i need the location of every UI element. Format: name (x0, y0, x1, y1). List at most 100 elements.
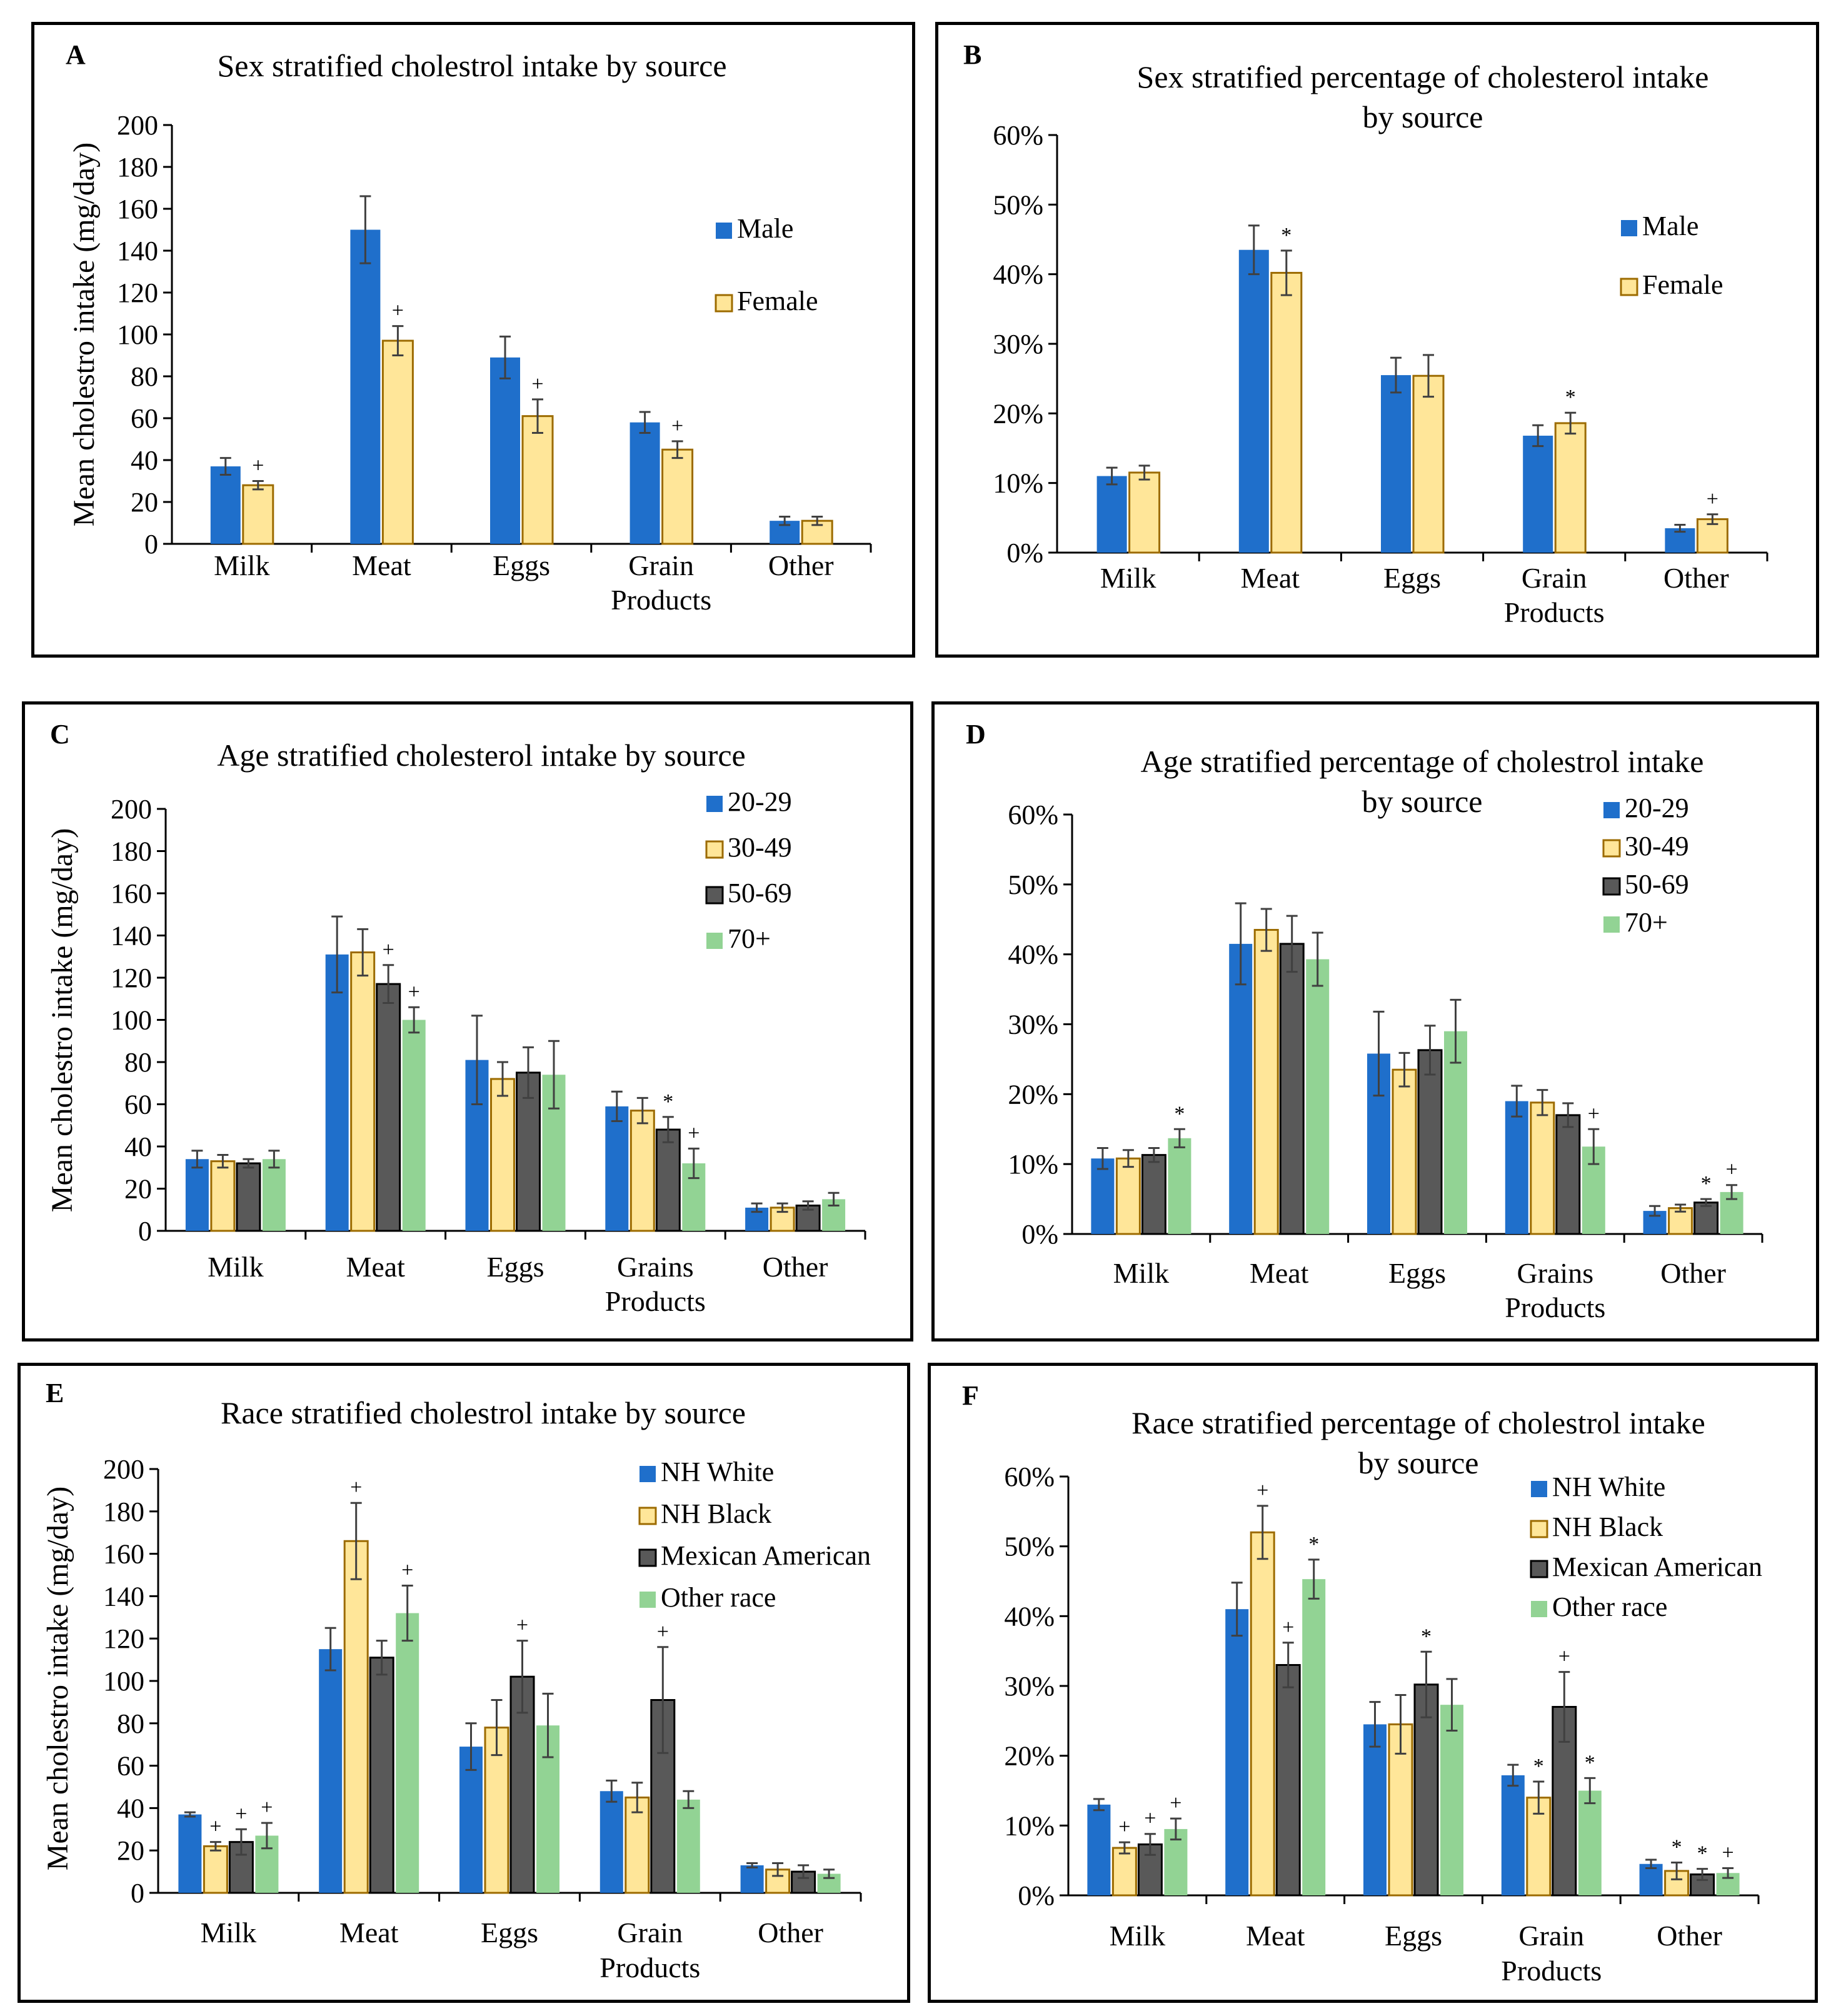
y-tick-label-c: 0 (138, 1216, 152, 1246)
significance-mark-a-female-grain-products: + (671, 414, 683, 438)
bar-c-70-milk (262, 1159, 286, 1231)
y-tick-label-e: 0 (131, 1878, 144, 1908)
bar-c-50-69-grains-products (655, 1128, 681, 1232)
legend-label-e-nh-white: NH White (661, 1457, 774, 1487)
significance-mark-d-70-other: + (1726, 1158, 1738, 1181)
bar-d-70-milk (1168, 1138, 1191, 1234)
y-tick-label-e: 100 (103, 1666, 144, 1697)
panel-label-b: B (963, 39, 981, 70)
y-tick-label-e: 20 (117, 1835, 144, 1866)
bar-d-30-49-other (1668, 1207, 1693, 1235)
significance-mark-e-other-race-meat: + (401, 1558, 413, 1582)
bar-d-30-49-milk (1115, 1157, 1141, 1235)
significance-mark-b-female-grain-products: * (1565, 386, 1576, 409)
significance-mark-f-nh-black-meat: + (1257, 1479, 1268, 1502)
y-tick-label-a: 60 (131, 403, 158, 434)
bar-e-nh-white-other (740, 1865, 764, 1893)
bar-d-70-meat (1306, 959, 1330, 1234)
y-tick-label-c: 20 (124, 1174, 152, 1205)
category-label-f-eggs: Eggs (1385, 1920, 1442, 1952)
significance-mark-f-other-race-milk: + (1170, 1792, 1181, 1815)
category-label-e-other: Other (758, 1917, 823, 1948)
y-axis-label-c: Mean cholestro intake (mg/day) (46, 828, 79, 1212)
bar-d-30-49-grains-products (1530, 1101, 1555, 1235)
legend-swatch-b-male (1621, 220, 1637, 236)
category-label-e-grain-products: Grain (617, 1917, 683, 1948)
bar-b-female-grain-products (1554, 422, 1587, 554)
bar-f-nh-white-other (1639, 1863, 1663, 1895)
significance-mark-f-mexican-american-milk: + (1144, 1807, 1156, 1830)
bar-e-other-race-grain-products (676, 1799, 700, 1893)
bar-f-nh-white-grain-products (1501, 1775, 1525, 1895)
legend-label-c-50-69: 50-69 (728, 878, 792, 908)
panel-c: C Age stratified cholesterol intake by so… (22, 701, 913, 1341)
category-label-b-grain-products: Grain (1522, 562, 1587, 594)
y-tick-label-e: 180 (103, 1497, 144, 1527)
legend-label-c-20-29: 20-29 (728, 786, 792, 817)
bar-c-30-49-grains-products (630, 1110, 655, 1232)
significance-mark-f-other-race-other: + (1722, 1841, 1734, 1864)
bar-c-20-29-milk (185, 1159, 209, 1231)
legend-label-c-30-49: 30-49 (728, 832, 792, 863)
panel-a: A Sex stratified cholestrol intake by sou… (31, 22, 915, 658)
category-label-b-meat: Meat (1241, 562, 1300, 594)
panel-label-a: A (66, 39, 86, 70)
significance-mark-e-other-race-milk: + (261, 1796, 273, 1819)
y-tick-label-e: 80 (117, 1708, 144, 1739)
category-label-e-meat: Meat (339, 1917, 399, 1948)
bar-d-30-49-meat (1253, 929, 1279, 1235)
y-tick-label-d: 60% (1008, 800, 1058, 830)
legend-label-a-male: Male (737, 213, 793, 244)
y-tick-label-f: 0% (1018, 1880, 1055, 1911)
y-tick-label-e: 60 (117, 1751, 144, 1782)
bar-a-female-eggs (521, 415, 554, 545)
y-tick-label-e: 120 (103, 1623, 144, 1654)
bar-b-female-milk (1128, 471, 1161, 554)
significance-mark-f-mexican-american-other: * (1697, 1842, 1708, 1865)
bar-c-50-69-eggs (516, 1071, 541, 1232)
panel-e: E Race stratified cholestrol intake by so… (18, 1363, 910, 2003)
bar-b-male-meat (1238, 249, 1269, 553)
legend-label-d-50-69: 50-69 (1625, 869, 1689, 900)
y-tick-label-b: 10% (993, 468, 1043, 499)
category-label-a-other: Other (768, 549, 834, 581)
bar-f-mexican-american-meat (1275, 1664, 1301, 1897)
panel-label-c: C (50, 719, 70, 750)
bar-a-male-milk (210, 466, 241, 544)
chart-title-c: Age stratified cholesterol intake by sou… (217, 738, 746, 773)
bar-c-20-29-grains-products (605, 1106, 629, 1231)
y-axis-label-a: Mean cholestro intake (mg/day) (68, 143, 101, 526)
y-tick-label-c: 180 (111, 836, 152, 867)
significance-mark-d-70-milk: * (1174, 1102, 1185, 1125)
chart-a: A Sex stratified cholestrol intake by sou… (66, 39, 872, 616)
y-tick-label-d: 40% (1008, 940, 1058, 970)
legend-swatch-f-nh-black (1530, 1520, 1548, 1538)
panel-label-d: D (966, 719, 986, 750)
y-axis-label-e: Mean cholestro intake (mg/day) (41, 1487, 74, 1870)
y-tick-label-d: 50% (1008, 870, 1058, 900)
category-label-e-eggs: Eggs (481, 1917, 538, 1948)
bar-d-70-eggs (1444, 1031, 1467, 1234)
bar-a-male-meat (350, 229, 381, 544)
bar-f-nh-black-milk (1111, 1847, 1137, 1897)
bar-b-male-milk (1096, 476, 1127, 553)
bar-c-30-49-eggs (490, 1078, 515, 1232)
legend-swatch-f-nh-white (1531, 1481, 1547, 1497)
y-tick-label-d: 0% (1021, 1219, 1058, 1250)
significance-mark-b-female-meat: * (1281, 224, 1292, 247)
significance-mark-a-female-meat: + (392, 299, 404, 323)
legend-label-c-70: 70+ (728, 923, 771, 954)
significance-mark-f-nh-black-other: * (1672, 1836, 1682, 1859)
significance-mark-d-70-grains-products: + (1588, 1102, 1600, 1125)
bar-e-nh-white-milk (178, 1814, 202, 1893)
bar-c-50-69-milk (236, 1162, 261, 1232)
chart-title-d: by source (1362, 784, 1483, 819)
legend-swatch-a-male (716, 223, 732, 239)
bar-e-nh-white-grain-products (599, 1791, 623, 1893)
bar-e-nh-black-meat (343, 1540, 369, 1894)
bar-d-50-69-grains-products (1555, 1114, 1581, 1235)
bar-f-other-race-meat (1302, 1579, 1326, 1895)
category-label-c-grains-products: Grains (617, 1251, 694, 1283)
significance-mark-e-mexican-american-milk: + (235, 1802, 247, 1825)
legend-swatch-d-20-29 (1603, 802, 1620, 818)
